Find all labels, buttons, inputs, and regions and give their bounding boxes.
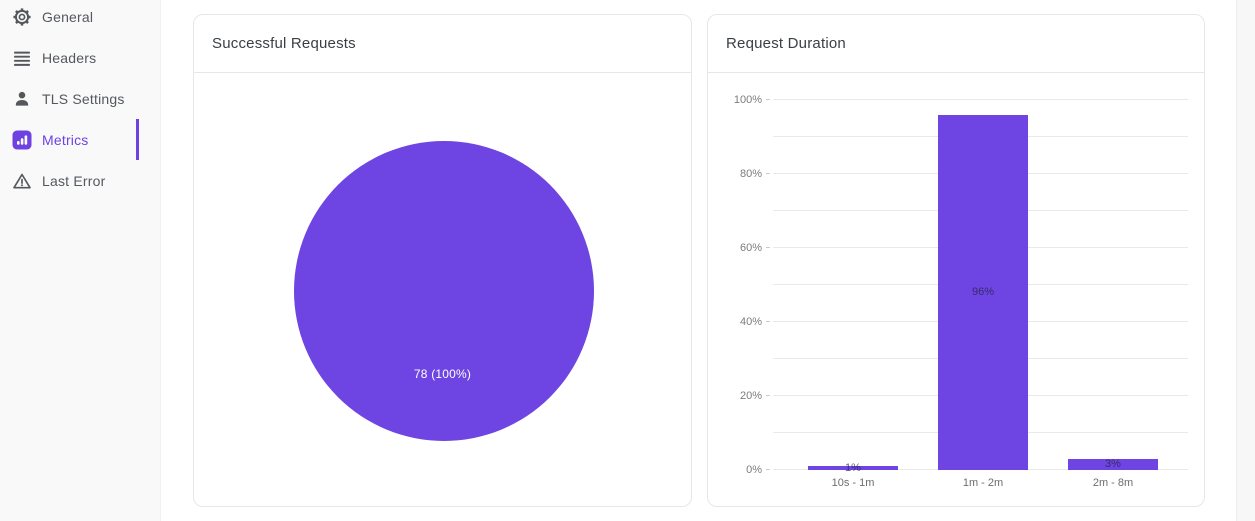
pie-data-label: 78 (100%): [413, 367, 472, 381]
sidebar-item-label: Headers: [42, 49, 97, 66]
bar-chart-icon: [11, 129, 33, 151]
list-icon: [11, 47, 33, 69]
sidebar-item-headers[interactable]: Headers: [0, 37, 139, 78]
y-axis-tick-label: 0%: [746, 464, 762, 476]
sidebar-item-metrics[interactable]: Metrics: [0, 119, 139, 160]
x-axis-category-label: 2m - 8m: [1092, 477, 1134, 489]
card-header: Request Duration: [708, 15, 1204, 73]
sidebar-item-last-error[interactable]: Last Error: [0, 160, 139, 201]
sidebar-item-label: Metrics: [42, 131, 89, 148]
pie-chart-area: 78 (100%): [194, 73, 691, 506]
x-axis-category-label: 1m - 2m: [962, 477, 1004, 489]
bar-value-label: 1%: [845, 462, 861, 475]
successful-requests-card: Successful Requests 78 (100%): [193, 14, 692, 507]
y-axis-tick-mark: [766, 469, 770, 470]
bar-value-label: 96%: [971, 286, 995, 299]
sidebar-item-tls-settings[interactable]: TLS Settings: [0, 78, 139, 119]
y-axis-tick-mark: [766, 99, 770, 100]
sidebar-item-label: Last Error: [42, 172, 106, 189]
card-header: Successful Requests: [194, 15, 691, 73]
bar-chart-area: 0% 20% 40% 60% 80% 100% 1% 10s - 1m 96% 1m - 2m 3…: [708, 73, 1204, 506]
sidebar-item-general[interactable]: General: [0, 0, 139, 37]
person-icon: [11, 88, 33, 110]
x-axis-category-label: 10s - 1m: [831, 477, 875, 489]
gear-icon: [11, 6, 33, 28]
duration-bar[interactable]: [808, 466, 898, 470]
bar-value-label: 3%: [1105, 458, 1121, 471]
card-title: Request Duration: [726, 35, 846, 52]
y-axis-tick-label: 60%: [739, 242, 762, 254]
request-duration-card: Request Duration 0% 20% 40% 60% 80% 100% 1% 10…: [707, 14, 1205, 507]
y-axis-tick-mark: [766, 247, 770, 248]
pie-slice-successful[interactable]: [294, 141, 594, 441]
bar-plot: 0% 20% 40% 60% 80% 100% 1% 10s - 1m 96% 1m - 2m 3…: [734, 94, 1188, 489]
y-axis-tick-label: 80%: [739, 168, 762, 180]
y-axis-tick-label: 40%: [739, 316, 762, 328]
y-axis-tick-label: 20%: [739, 390, 762, 402]
duration-bar[interactable]: [1068, 458, 1158, 470]
sidebar-item-label: TLS Settings: [42, 90, 125, 107]
sidebar-nav: General Headers TLS Settings: [0, 0, 160, 201]
duration-bar[interactable]: [938, 114, 1028, 470]
y-axis-tick-mark: [766, 321, 770, 322]
card-title: Successful Requests: [212, 35, 356, 52]
y-axis-tick-label: 100%: [733, 94, 762, 106]
settings-sidebar: General Headers TLS Settings: [0, 0, 161, 521]
bars-layer: 1% 10s - 1m 96% 1m - 2m 3% 2m - 8m: [788, 100, 1178, 489]
y-axis-tick-mark: [766, 173, 770, 174]
y-axis-tick-mark: [766, 395, 770, 396]
right-panel-edge: [1236, 0, 1255, 521]
warning-icon: [11, 170, 33, 192]
sidebar-item-label: General: [42, 8, 94, 25]
gridline: [773, 99, 1188, 100]
